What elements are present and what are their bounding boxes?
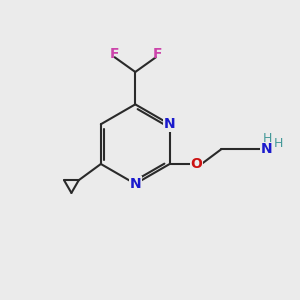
Text: N: N	[130, 177, 141, 191]
Text: N: N	[164, 117, 176, 131]
Text: O: O	[190, 157, 202, 171]
Text: F: F	[153, 47, 162, 61]
Text: H: H	[263, 132, 272, 145]
Text: H: H	[273, 137, 283, 151]
Text: N: N	[261, 142, 273, 156]
Text: F: F	[110, 47, 119, 61]
